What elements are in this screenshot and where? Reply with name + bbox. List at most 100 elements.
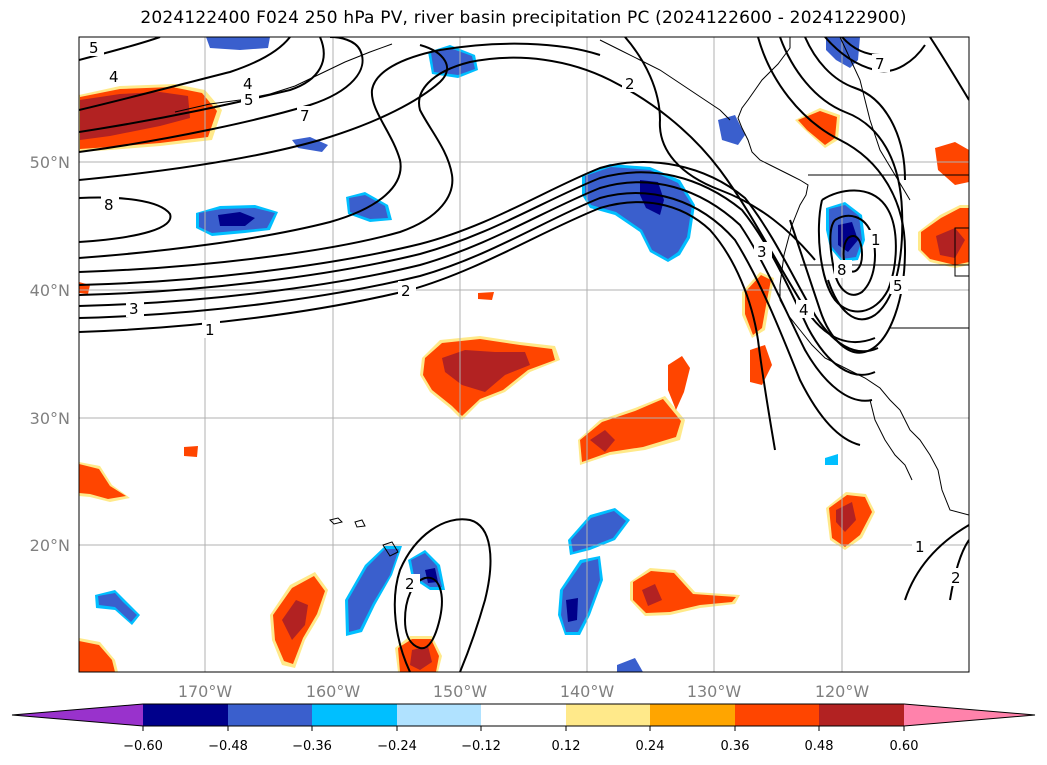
pv-contour bbox=[79, 44, 449, 181]
colorbar: −0.60 −0.48 −0.36 −0.24 −0.12 0.12 0.24 … bbox=[11, 703, 1036, 754]
precip-blob bbox=[79, 641, 115, 672]
lat-label: 30°N bbox=[30, 409, 70, 428]
pv-contour bbox=[842, 235, 864, 273]
contour-label: 7 bbox=[300, 107, 310, 125]
pv-contour bbox=[904, 524, 969, 601]
colorbar-tick-label: 0.48 bbox=[805, 739, 834, 754]
colorbar-segment bbox=[143, 704, 228, 726]
precip-blob bbox=[633, 571, 736, 613]
precip-blob bbox=[936, 228, 965, 258]
precip-blob bbox=[282, 600, 308, 640]
pv-contour bbox=[79, 37, 364, 153]
colorbar-segment bbox=[228, 704, 312, 726]
precip-blob bbox=[642, 584, 662, 606]
lat-label: 40°N bbox=[30, 281, 70, 300]
precip-blob bbox=[585, 167, 692, 259]
lat-label: 20°N bbox=[30, 536, 70, 555]
contour-label: 8 bbox=[104, 196, 114, 214]
pv-contour bbox=[829, 214, 876, 296]
colorbar-tick-label: 0.12 bbox=[552, 739, 581, 754]
precip-blob bbox=[79, 464, 126, 499]
contour-label-group: 5 4 4 5 7 8 3 1 2 2 3 bbox=[86, 38, 966, 593]
coastline bbox=[869, 399, 913, 481]
lon-label: 140°W bbox=[560, 682, 615, 701]
contour-label: 5 bbox=[244, 91, 254, 109]
precip-blob bbox=[798, 111, 837, 145]
contour-label: 3 bbox=[129, 300, 139, 318]
colorbar-ticks bbox=[142, 726, 905, 731]
island bbox=[382, 541, 399, 557]
precip-blob bbox=[668, 356, 690, 410]
pv-contour bbox=[779, 37, 904, 321]
island bbox=[329, 517, 343, 525]
contour-label: 2 bbox=[625, 75, 635, 93]
pv-contour bbox=[79, 181, 873, 402]
contour-label: 2 bbox=[401, 282, 411, 300]
lat-label: 50°N bbox=[30, 153, 70, 172]
colorbar-tick-label: −0.12 bbox=[461, 739, 501, 754]
precip-negative bbox=[95, 37, 865, 672]
precip-blob bbox=[218, 212, 255, 226]
colorbar-segment bbox=[735, 704, 819, 726]
pv-contour bbox=[804, 37, 906, 181]
contour-label: 8 bbox=[837, 261, 847, 279]
precip-blob bbox=[836, 502, 856, 532]
colorbar-segment bbox=[312, 704, 397, 726]
colorbar-extend-right bbox=[904, 704, 1035, 726]
colorbar-segment bbox=[566, 704, 650, 726]
pv-contour bbox=[393, 518, 492, 672]
contour-label: 1 bbox=[915, 538, 925, 556]
pv-contours bbox=[79, 37, 969, 672]
colorbar-tick-label: 0.60 bbox=[890, 739, 919, 754]
pv-contour bbox=[79, 42, 601, 259]
coastline bbox=[599, 39, 731, 121]
colorbar-tick-label: −0.48 bbox=[208, 739, 248, 754]
colorbar-segment bbox=[650, 704, 735, 726]
graticule bbox=[79, 37, 969, 672]
state-line bbox=[954, 227, 969, 277]
lon-label: 120°W bbox=[815, 682, 870, 701]
precip-blob bbox=[935, 142, 969, 185]
map-title: 2024122400 F024 250 hPa PV, river basin … bbox=[140, 8, 907, 28]
precip-blob bbox=[184, 446, 198, 457]
lon-label: 150°W bbox=[433, 682, 488, 701]
precip-blob bbox=[566, 598, 578, 622]
pv-contour bbox=[79, 192, 861, 446]
precip-blob bbox=[206, 37, 270, 50]
pv-contour bbox=[79, 201, 776, 451]
contour-label: 4 bbox=[799, 301, 809, 319]
precip-blob bbox=[98, 593, 137, 622]
precip-blob bbox=[571, 511, 626, 552]
pv-contour bbox=[929, 37, 969, 101]
precip-blob bbox=[718, 115, 745, 145]
colorbar-segment bbox=[819, 704, 904, 726]
precip-blob bbox=[410, 646, 432, 670]
precip-blob bbox=[442, 350, 530, 392]
precip-blob bbox=[292, 137, 328, 152]
lat-axis: 50°N 40°N 30°N 20°N bbox=[30, 153, 70, 555]
lon-label: 160°W bbox=[306, 682, 361, 701]
pv-contour bbox=[79, 171, 876, 376]
pv-contour bbox=[79, 37, 291, 111]
map-layer: 5 4 4 5 7 8 3 1 2 2 3 bbox=[79, 37, 969, 672]
colorbar-segment bbox=[481, 704, 566, 726]
contour-label: 5 bbox=[893, 277, 903, 295]
precip-blob bbox=[825, 454, 838, 465]
pv-contour bbox=[817, 189, 897, 313]
lon-axis: 170°W 160°W 150°W 140°W 130°W 120°W bbox=[178, 682, 870, 701]
contour-label: 2 bbox=[951, 569, 961, 587]
contour-label: 4 bbox=[243, 75, 253, 93]
colorbar-segment bbox=[397, 704, 481, 726]
contour-label: 7 bbox=[875, 55, 885, 73]
pv-contour bbox=[79, 37, 161, 61]
lon-label: 170°W bbox=[178, 682, 233, 701]
pv-contour bbox=[949, 539, 969, 601]
precip-blob bbox=[590, 430, 615, 452]
precip-blob bbox=[348, 549, 399, 632]
precip-blob bbox=[431, 48, 475, 75]
contour-label: 1 bbox=[205, 321, 215, 339]
colorbar-tick-label: 0.24 bbox=[636, 739, 665, 754]
island bbox=[354, 519, 366, 528]
